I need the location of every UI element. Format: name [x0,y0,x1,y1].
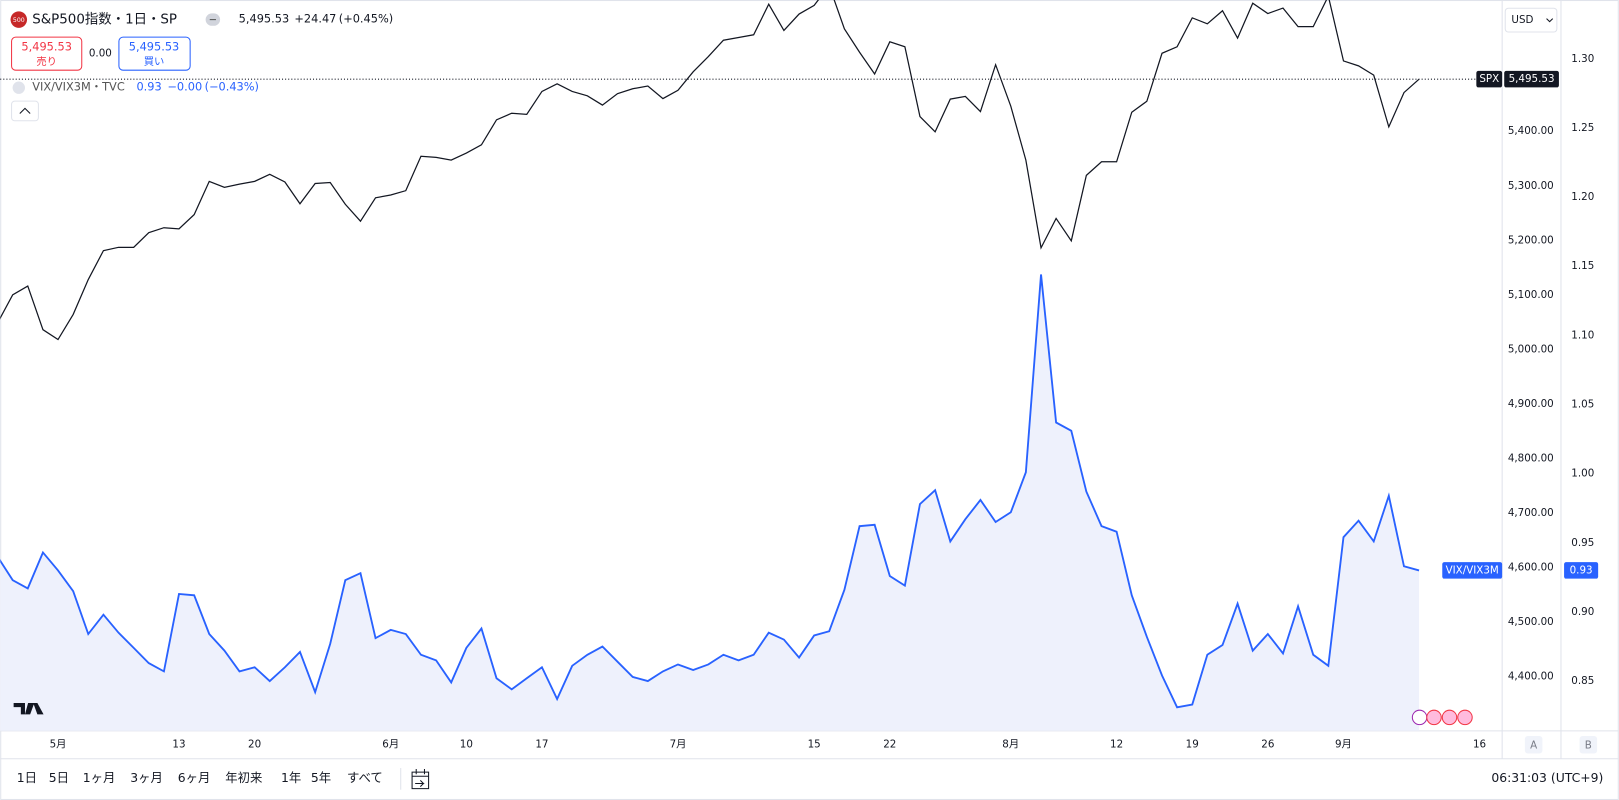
price-tag: 0.93 [1570,564,1593,576]
symbol-name[interactable]: S&P500指数・1日・SP [32,12,177,28]
y-tick-label: 5,400.00 [1508,125,1554,137]
y-tick-label: 4,400.00 [1508,670,1554,682]
range-button[interactable]: すべて [347,771,383,785]
x-tick-label: 5月 [50,738,67,750]
y-tick-label: 4,500.00 [1508,616,1554,628]
series-tag-bg [1476,70,1503,88]
x-tick-label: 15 [808,738,821,750]
x-tick-label: 9月 [1335,738,1352,750]
compare-name[interactable]: VIX/VIX3M・TVC [32,80,125,94]
y2-tick-label: 0.90 [1571,606,1594,618]
x-tick-label: 6月 [382,738,399,750]
x-tick-label: 22 [883,738,896,750]
x-tick-label: 12 [1110,738,1123,750]
range-button[interactable]: 1年 [281,771,301,785]
y2-tick-label: 1.15 [1571,260,1594,272]
y2-tick-label: 0.85 [1571,675,1594,687]
event-icon[interactable] [1411,709,1428,726]
series-tag: SPX [1479,73,1499,85]
y2-tick-label: 1.20 [1571,191,1594,203]
line [0,274,1420,709]
scale-button[interactable] [1579,736,1598,754]
event-icon[interactable] [1441,709,1458,726]
currency-select[interactable] [1504,7,1558,33]
series-tag-bg [1442,562,1503,579]
collapse-icon [19,107,31,114]
range-button[interactable]: 年初来 [225,771,262,785]
y-tick-label: 4,700.00 [1508,507,1554,519]
buy-label: 買い [144,56,165,68]
symbol-logo [10,11,28,28]
sell-price: 5,495.53 [21,39,72,53]
y-tick-label: 5,200.00 [1508,234,1554,246]
y2-tick-label: 0.95 [1571,537,1594,549]
scale-button[interactable] [1524,736,1543,754]
sell-button[interactable] [11,36,83,71]
goto-date-icon[interactable] [411,769,430,790]
dropdown-icon [1546,18,1554,23]
y2-tick-label: 1.10 [1571,329,1594,341]
y2-tick-label: 1.30 [1571,53,1594,65]
x-tick-label: 19 [1186,738,1199,750]
event-icon[interactable] [1457,709,1473,726]
y-tick-label: 4,900.00 [1508,398,1554,410]
line [0,0,1420,341]
event-icon[interactable] [1426,709,1442,726]
last-price: 5,495.53 [239,12,290,26]
x-tick-label: 16 [1473,738,1486,750]
range-button[interactable]: 5年 [311,771,331,785]
compare-value: 0.93 [136,80,161,94]
price-tag-bg [1564,562,1599,579]
y2-tick-label: 1.25 [1571,122,1594,134]
y-tick-label: 4,600.00 [1508,561,1554,573]
price-tag: 5,495.53 [1509,73,1555,85]
y2-tick-label: 1.00 [1571,468,1594,480]
series-tag: VIX/VIX3M [1446,564,1499,576]
clock: 06:31:03 (UTC+9) [1491,771,1603,785]
y-tick-label: 5,300.00 [1508,180,1554,192]
spread: 0.00 [89,48,112,60]
x-tick-label: 26 [1261,738,1274,750]
change: +24.47 [294,12,336,26]
price-tag-bg [1504,70,1559,88]
buy-price: 5,495.53 [129,39,180,53]
logo-text: 500 [13,17,25,24]
x-tick-label: 7月 [670,738,687,750]
compare-change-pct: (−0.43%) [205,80,259,94]
currency: USD [1511,14,1533,26]
x-tick-label: 8月 [1002,738,1019,750]
x-tick-label: 13 [172,738,185,750]
y2-tick-label: 1.05 [1571,398,1594,410]
change-pct: (+0.45%) [339,12,393,26]
x-tick-label: 17 [535,738,548,750]
collapse-button[interactable] [11,100,39,122]
x-tick-label: 20 [248,738,261,750]
range-button[interactable]: 3ヶ月 [130,771,163,785]
range-button[interactable]: 6ヶ月 [178,771,211,785]
range-button[interactable]: 1ヶ月 [83,771,116,785]
y-tick-label: 4,800.00 [1508,452,1554,464]
y-tick-label: 5,000.00 [1508,343,1554,355]
area [0,274,1420,731]
compare-change: −0.00 [167,80,202,94]
range-button[interactable]: 1日 [17,771,37,785]
tv-logo [13,702,44,715]
compare-icon [12,81,25,94]
plot-area [0,0,1420,731]
buy-button[interactable] [118,36,191,71]
range-button[interactable]: 5日 [49,771,69,785]
scale-log[interactable]: B [1585,739,1592,751]
x-tick-label: 10 [460,738,473,750]
y-tick-label: 5,100.00 [1508,289,1554,301]
sell-label: 売り [36,55,57,68]
scale-auto[interactable]: A [1530,739,1537,751]
